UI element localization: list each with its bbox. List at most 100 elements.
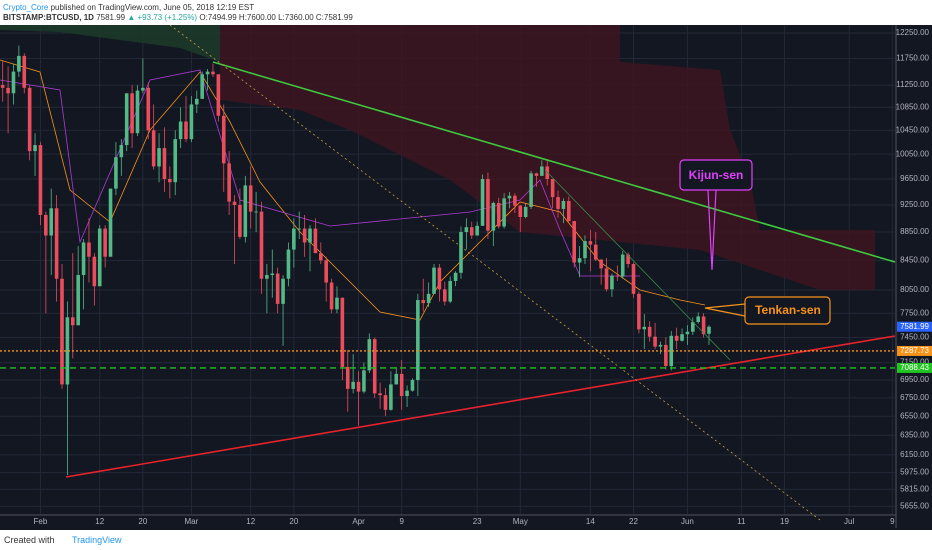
candle-body	[383, 395, 388, 410]
candle-body	[308, 228, 312, 243]
candle-body	[44, 214, 48, 236]
candle-body	[518, 205, 523, 217]
candle-body	[567, 200, 571, 222]
candle-body	[486, 179, 490, 231]
candle-body	[60, 278, 64, 385]
brand[interactable]: TradingView	[72, 535, 122, 545]
candle-body	[119, 145, 124, 158]
candle-body	[286, 249, 291, 279]
candle-body	[437, 267, 442, 290]
candle-body	[157, 148, 161, 167]
candle-body	[378, 393, 382, 396]
candle-body	[658, 344, 663, 347]
candle-body	[189, 104, 194, 140]
candle-body	[469, 227, 474, 236]
candle-body	[108, 188, 113, 257]
kijun-line	[0, 69, 640, 277]
x-tick-label: Jun	[681, 517, 694, 526]
y-tick-label: 8450.00	[900, 255, 929, 264]
candle-body	[265, 275, 269, 279]
callout-kijun-pointer	[707, 189, 717, 271]
candle-body	[162, 148, 167, 180]
x-tick-label: Jul	[844, 517, 854, 526]
candle-body	[389, 384, 393, 410]
candle-body	[38, 145, 43, 215]
candle-body	[583, 241, 587, 259]
candle-body	[707, 326, 711, 334]
y-tick-label: 7750.00	[900, 308, 929, 317]
x-tick-label: May	[513, 517, 528, 526]
candle-body	[184, 121, 188, 140]
candle-body	[76, 275, 80, 326]
candle-body	[173, 139, 178, 183]
price-tag-label: 7088.43	[900, 363, 929, 372]
y-tick-label: 9250.00	[900, 200, 929, 209]
candle-body	[124, 93, 129, 146]
y-tick-label: 11250.00	[896, 80, 929, 89]
callout-tenkan-pointer	[704, 303, 746, 317]
candle-body	[243, 185, 248, 237]
candle-body	[432, 267, 436, 294]
y-tick-label: 10450.00	[896, 125, 930, 134]
last: 7581.99	[96, 13, 126, 22]
candle-body	[416, 300, 420, 381]
candle-body	[620, 254, 625, 277]
y-tick-label: 6750.00	[900, 393, 929, 402]
candle-body	[211, 71, 215, 75]
candle-body	[49, 208, 54, 236]
candle-body	[599, 259, 603, 269]
candle-body	[22, 55, 27, 88]
candle-body	[491, 202, 496, 231]
candle-body	[405, 390, 409, 397]
candle-body	[669, 335, 674, 367]
price-tag-label: 7581.99	[900, 322, 929, 331]
candle-body	[399, 373, 404, 397]
y-tick-label: 5975.00	[900, 468, 929, 477]
candle-body	[17, 55, 21, 72]
candle-body	[691, 322, 695, 332]
x-tick-label: 9	[890, 517, 895, 526]
candle-body	[610, 275, 614, 290]
trendline-red	[65, 335, 896, 478]
x-tick-label: 19	[780, 517, 789, 526]
candle-body	[151, 130, 156, 167]
candle-body	[168, 179, 172, 183]
tenkan-line	[0, 59, 706, 321]
candle-body	[254, 211, 258, 213]
candle-body	[421, 300, 426, 304]
candle-body	[572, 221, 577, 263]
candle-body	[33, 145, 37, 152]
candle-body	[248, 185, 253, 212]
x-tick-label: 12	[246, 517, 255, 526]
x-tick-label: 20	[289, 517, 298, 526]
x-tick-label: 23	[473, 517, 482, 526]
ohlc: O:7494.99 H:7600.00 L:7360.00 C:7581.99	[199, 13, 353, 22]
axes: 12250.00 11750.00 11250.00 10850.00 10450.00…	[0, 25, 932, 528]
price-tag	[897, 321, 932, 332]
annotation: Kijun-sen	[689, 168, 744, 182]
y-tick-label: 9650.00	[900, 174, 929, 183]
x-tick-label: Apr	[352, 517, 365, 526]
candle-body	[362, 370, 366, 392]
candles	[0, 45, 711, 476]
y-tick-label: 8050.00	[900, 285, 929, 294]
candle-body	[238, 204, 242, 237]
ticker-line: BITSTAMP:BTCUSD, 1D 7581.99 ▲ +93.73 (+1…	[3, 13, 353, 22]
price-tag	[897, 345, 932, 356]
candle-body	[480, 179, 485, 226]
trendline-green	[212, 61, 896, 263]
author[interactable]: Crypto_Core	[3, 3, 49, 12]
candle-body	[97, 228, 102, 287]
candle-body	[540, 166, 544, 176]
y-tick-label: 8850.00	[900, 227, 929, 236]
candle-body	[523, 206, 528, 217]
candle-body	[426, 293, 431, 304]
y-tick-label: 7450.00	[900, 333, 929, 342]
candle-body	[324, 260, 328, 283]
candle-body	[459, 232, 463, 273]
candle-body	[534, 173, 539, 176]
candle-body	[87, 242, 91, 257]
published: published on TradingView.com, June 05, 2…	[50, 3, 255, 12]
y-tick-label: 6550.00	[900, 411, 929, 420]
